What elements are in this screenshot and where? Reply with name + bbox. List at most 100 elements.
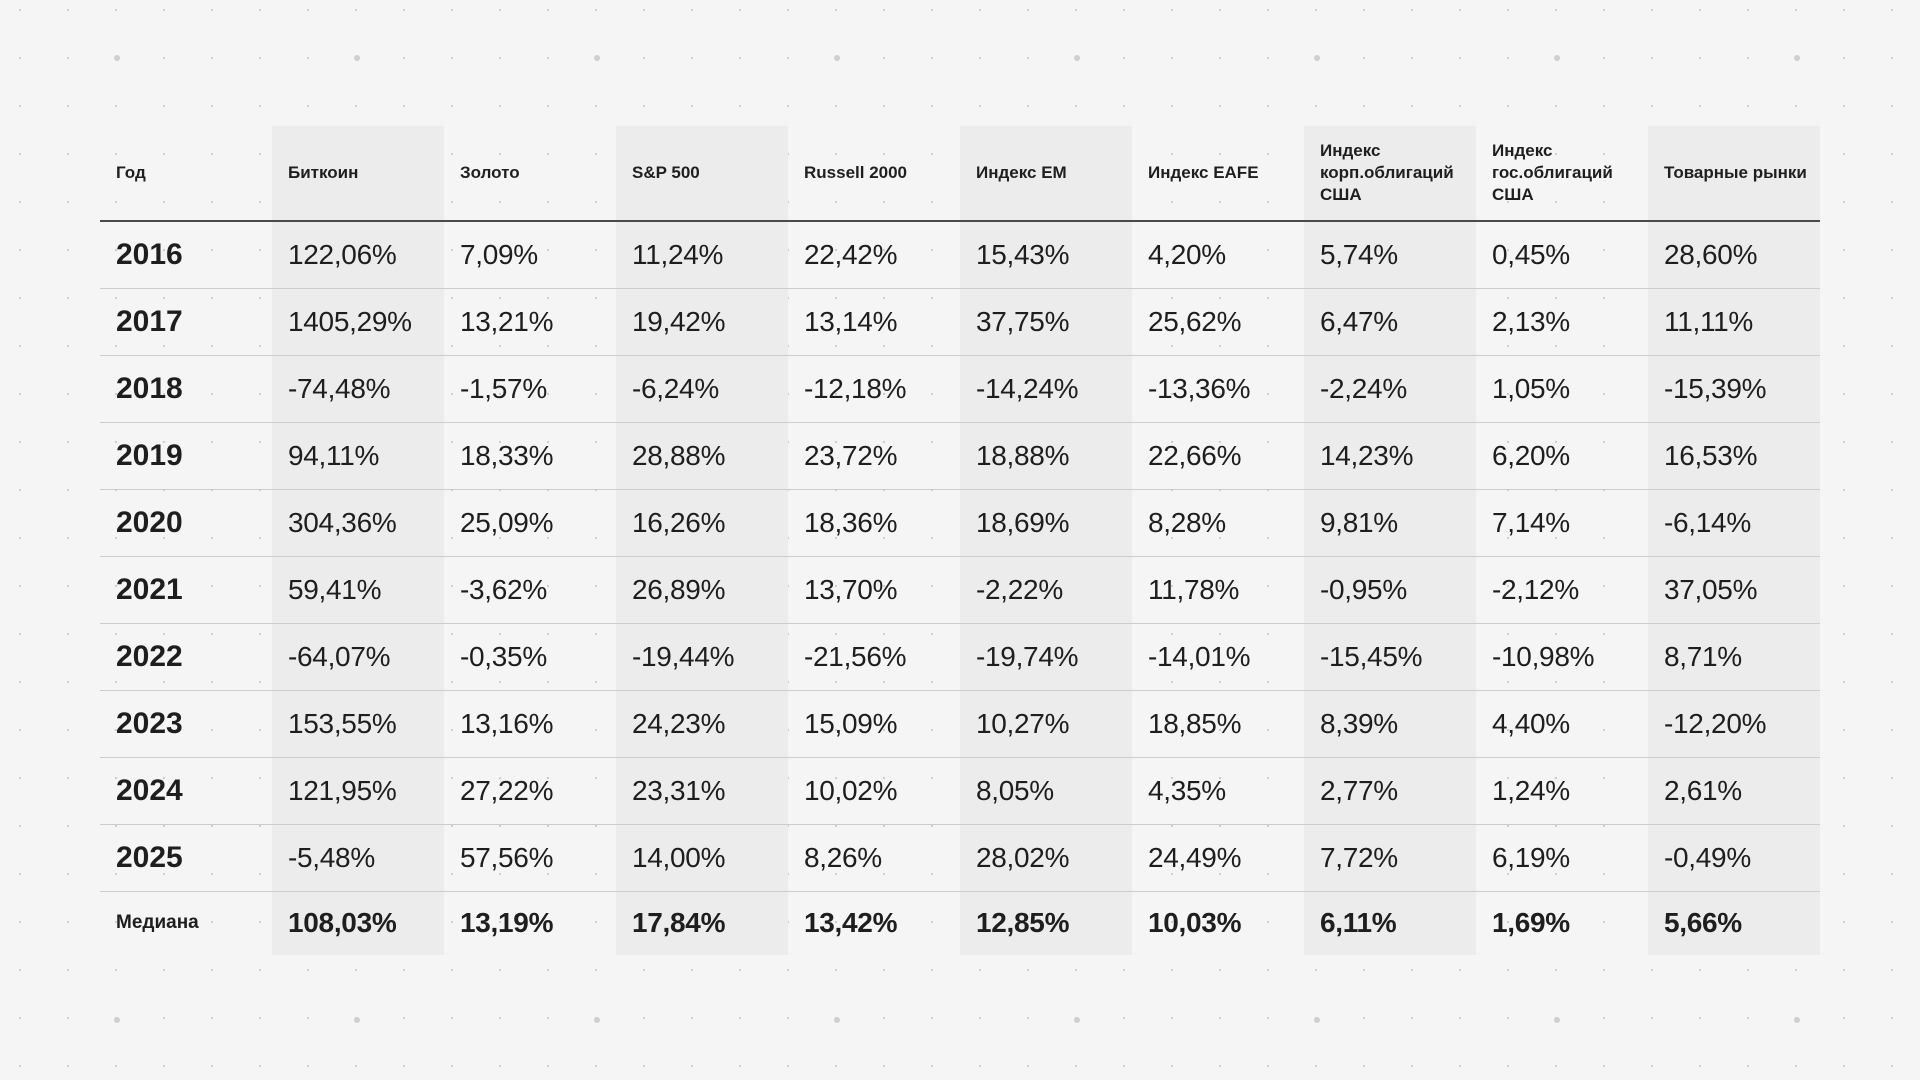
cell-em-index: 15,43%: [960, 221, 1132, 289]
cell-year: 2017: [100, 288, 272, 356]
cell-us-corp-bonds: 7,72%: [1304, 824, 1476, 892]
median-row: Медиана 108,03% 13,19% 17,84% 13,42% 12,85% 10…: [100, 892, 1820, 955]
median-us-corp-bonds: 6,11%: [1320, 907, 1397, 938]
cell-gold: 18,33%: [444, 422, 616, 490]
median-commodities: 5,66%: [1664, 907, 1742, 938]
table-row: 2017 1405,29% 13,21% 19,42% 13,14% 37,75% 25,6…: [100, 288, 1820, 356]
cell-eafe-index: 25,62%: [1132, 288, 1304, 356]
header-sp500: S&P 500: [616, 126, 788, 222]
cell-russell2000: -21,56%: [788, 623, 960, 691]
cell-gold: -3,62%: [444, 556, 616, 624]
cell-year: 2016: [100, 221, 272, 289]
header-eafe-index: Индекс EAFE: [1132, 126, 1304, 222]
median-gold: 13,19%: [460, 907, 554, 938]
annual-returns-table: Год Биткоин Золото S&P 500 Russell 2000 …: [100, 126, 1820, 954]
dot-marker: [594, 55, 600, 61]
cell-bitcoin: 122,06%: [272, 221, 444, 289]
cell-us-gov-bonds: 2,13%: [1476, 288, 1648, 356]
cell-us-corp-bonds: 9,81%: [1304, 489, 1476, 557]
cell-bitcoin: 59,41%: [272, 556, 444, 624]
cell-us-corp-bonds: -2,24%: [1304, 355, 1476, 423]
median-bitcoin: 108,03%: [288, 907, 397, 938]
cell-year: 2020: [100, 489, 272, 557]
cell-bitcoin: 1405,29%: [272, 288, 444, 356]
cell-us-gov-bonds: 1,05%: [1476, 355, 1648, 423]
cell-russell2000: 8,26%: [788, 824, 960, 892]
cell-year: 2018: [100, 355, 272, 423]
dot-marker: [1074, 55, 1080, 61]
cell-eafe-index: -14,01%: [1132, 623, 1304, 691]
cell-em-index: -2,22%: [960, 556, 1132, 624]
cell-em-index: -14,24%: [960, 355, 1132, 423]
cell-bitcoin: 153,55%: [272, 690, 444, 758]
dot-marker: [1554, 55, 1560, 61]
cell-eafe-index: 4,35%: [1132, 757, 1304, 825]
cell-eafe-index: 22,66%: [1132, 422, 1304, 490]
cell-sp500: -6,24%: [616, 355, 788, 423]
cell-em-index: 10,27%: [960, 690, 1132, 758]
header-year: Год: [100, 126, 272, 222]
dot-marker: [114, 1017, 120, 1023]
cell-sp500: -19,44%: [616, 623, 788, 691]
cell-gold: 57,56%: [444, 824, 616, 892]
cell-us-corp-bonds: 2,77%: [1304, 757, 1476, 825]
cell-commodities: -6,14%: [1648, 489, 1820, 557]
table-row: 2020 304,36% 25,09% 16,26% 18,36% 18,69% 8,28%…: [100, 489, 1820, 557]
cell-bitcoin: 121,95%: [272, 757, 444, 825]
cell-year: 2021: [100, 556, 272, 624]
cell-commodities: 28,60%: [1648, 221, 1820, 289]
cell-em-index: 18,69%: [960, 489, 1132, 557]
dot-marker: [1794, 55, 1800, 61]
cell-bitcoin: 304,36%: [272, 489, 444, 557]
cell-eafe-index: -13,36%: [1132, 355, 1304, 423]
cell-commodities: -0,49%: [1648, 824, 1820, 892]
dot-marker: [834, 1017, 840, 1023]
cell-us-gov-bonds: 6,20%: [1476, 422, 1648, 490]
cell-eafe-index: 11,78%: [1132, 556, 1304, 624]
cell-us-gov-bonds: -2,12%: [1476, 556, 1648, 624]
table-header-row: Год Биткоин Золото S&P 500 Russell 2000 …: [100, 126, 1820, 222]
cell-sp500: 28,88%: [616, 422, 788, 490]
cell-eafe-index: 24,49%: [1132, 824, 1304, 892]
cell-russell2000: 22,42%: [788, 221, 960, 289]
cell-em-index: 8,05%: [960, 757, 1132, 825]
header-commodities: Товарные рынки: [1648, 126, 1820, 222]
cell-gold: 25,09%: [444, 489, 616, 557]
cell-russell2000: 10,02%: [788, 757, 960, 825]
cell-russell2000: 13,14%: [788, 288, 960, 356]
cell-us-gov-bonds: 6,19%: [1476, 824, 1648, 892]
cell-em-index: 18,88%: [960, 422, 1132, 490]
cell-gold: 13,16%: [444, 690, 616, 758]
header-gold: Золото: [444, 126, 616, 222]
cell-commodities: -12,20%: [1648, 690, 1820, 758]
dot-marker: [1074, 1017, 1080, 1023]
dot-marker: [1794, 1017, 1800, 1023]
median-sp500: 17,84%: [632, 907, 726, 938]
cell-us-gov-bonds: 7,14%: [1476, 489, 1648, 557]
cell-gold: -0,35%: [444, 623, 616, 691]
header-russell2000: Russell 2000: [788, 126, 960, 222]
cell-bitcoin: -5,48%: [272, 824, 444, 892]
dot-marker: [1554, 1017, 1560, 1023]
header-us-corp-bonds: Индекс корп.облигаций США: [1304, 126, 1476, 222]
cell-year: 2022: [100, 623, 272, 691]
cell-gold: 13,21%: [444, 288, 616, 356]
cell-sp500: 14,00%: [616, 824, 788, 892]
cell-us-corp-bonds: 6,47%: [1304, 288, 1476, 356]
dot-marker: [1314, 55, 1320, 61]
cell-us-gov-bonds: 1,24%: [1476, 757, 1648, 825]
cell-year: 2024: [100, 757, 272, 825]
dot-marker: [354, 55, 360, 61]
table-row: 2019 94,11% 18,33% 28,88% 23,72% 18,88% 22,66%…: [100, 422, 1820, 490]
cell-bitcoin: 94,11%: [272, 422, 444, 490]
dot-marker: [354, 1017, 360, 1023]
cell-eafe-index: 8,28%: [1132, 489, 1304, 557]
cell-eafe-index: 18,85%: [1132, 690, 1304, 758]
cell-commodities: 37,05%: [1648, 556, 1820, 624]
cell-us-gov-bonds: 0,45%: [1476, 221, 1648, 289]
cell-em-index: 37,75%: [960, 288, 1132, 356]
cell-sp500: 19,42%: [616, 288, 788, 356]
dot-marker: [834, 55, 840, 61]
median-em-index: 12,85%: [976, 907, 1070, 938]
cell-eafe-index: 4,20%: [1132, 221, 1304, 289]
